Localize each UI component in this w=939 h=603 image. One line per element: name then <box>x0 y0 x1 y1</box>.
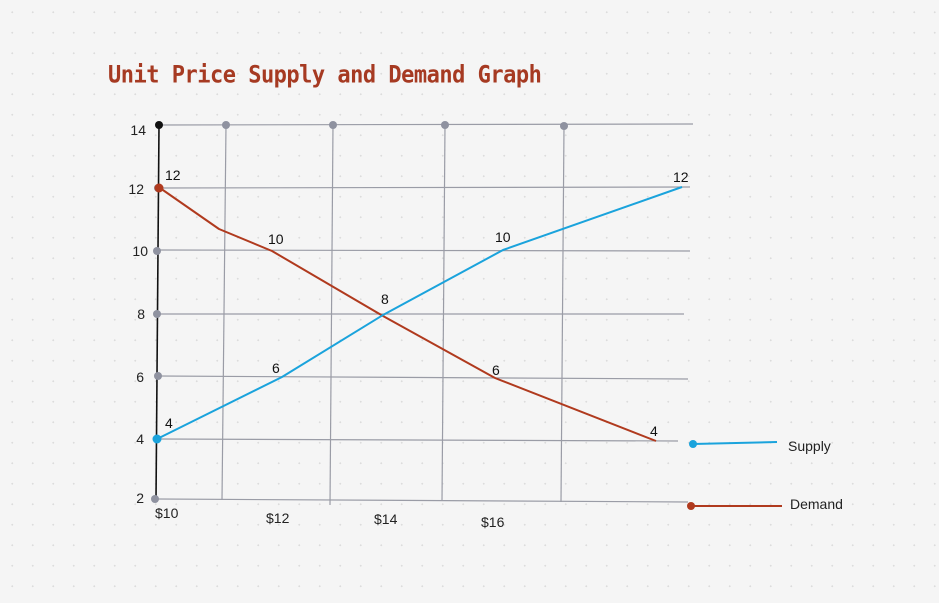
gridline-y-6 <box>157 375 689 380</box>
y-tick: 4 <box>136 431 144 447</box>
y-tick: 2 <box>136 490 144 506</box>
x-tick: $10 <box>155 505 179 521</box>
horizontal-gridlines <box>157 123 694 503</box>
gridline-y-10 <box>157 249 691 252</box>
demand-label: 4 <box>650 423 658 439</box>
y-tick: 10 <box>132 243 148 259</box>
y-tick: 8 <box>137 306 145 322</box>
gridline-x-3 <box>441 124 446 502</box>
supply-start-dot <box>152 434 162 444</box>
demand-data-labels: 12 10 6 4 <box>165 167 658 439</box>
y-axis-dots <box>151 184 162 503</box>
intersection-label: 8 <box>381 291 389 307</box>
grid-top-dots <box>222 121 568 130</box>
supply-line <box>156 186 683 440</box>
supply-data-labels: 4 6 10 12 <box>165 169 689 431</box>
gridline-x-1 <box>221 124 227 501</box>
supply-legend-swatch <box>692 441 778 445</box>
demand-label: 6 <box>492 362 500 378</box>
x-tick: $16 <box>481 514 505 530</box>
demand-line <box>159 187 657 442</box>
gridline-y-4 <box>157 438 679 442</box>
y-axis-ticks: 14 12 10 8 6 4 2 <box>128 122 148 506</box>
supply-label: 12 <box>673 169 689 185</box>
vertical-gridlines <box>221 124 565 506</box>
supply-legend-dot <box>689 440 697 448</box>
demand-start-dot <box>154 183 164 193</box>
supply-legend-label: Supply <box>788 438 831 454</box>
y-tick: 14 <box>130 122 146 138</box>
demand-legend-label: Demand <box>790 496 843 512</box>
gridline-y-14 <box>157 123 694 126</box>
gridline-x-4 <box>560 125 565 503</box>
chart-title: Unit Price Supply and Demand Graph <box>108 62 542 89</box>
x-axis-ticks: $10 $12 $14 $16 <box>155 505 505 530</box>
y-axis-top-dot <box>155 121 163 129</box>
legend: Supply Demand <box>687 438 843 512</box>
legend-item-supply[interactable]: Supply <box>689 438 831 454</box>
gridline-y-12 <box>157 186 691 189</box>
x-tick: $14 <box>374 511 398 527</box>
x-tick: $12 <box>266 510 290 526</box>
gridline-y-2 <box>157 498 689 503</box>
y-tick: 6 <box>136 369 144 385</box>
demand-label: 10 <box>268 231 284 247</box>
demand-label: 12 <box>165 167 181 183</box>
supply-label: 10 <box>495 229 511 245</box>
supply-label: 4 <box>165 415 173 431</box>
gridline-x-2 <box>329 124 334 506</box>
supply-label: 6 <box>272 360 280 376</box>
legend-item-demand[interactable]: Demand <box>687 496 843 512</box>
y-tick: 12 <box>128 181 144 197</box>
demand-legend-dot <box>687 502 695 510</box>
